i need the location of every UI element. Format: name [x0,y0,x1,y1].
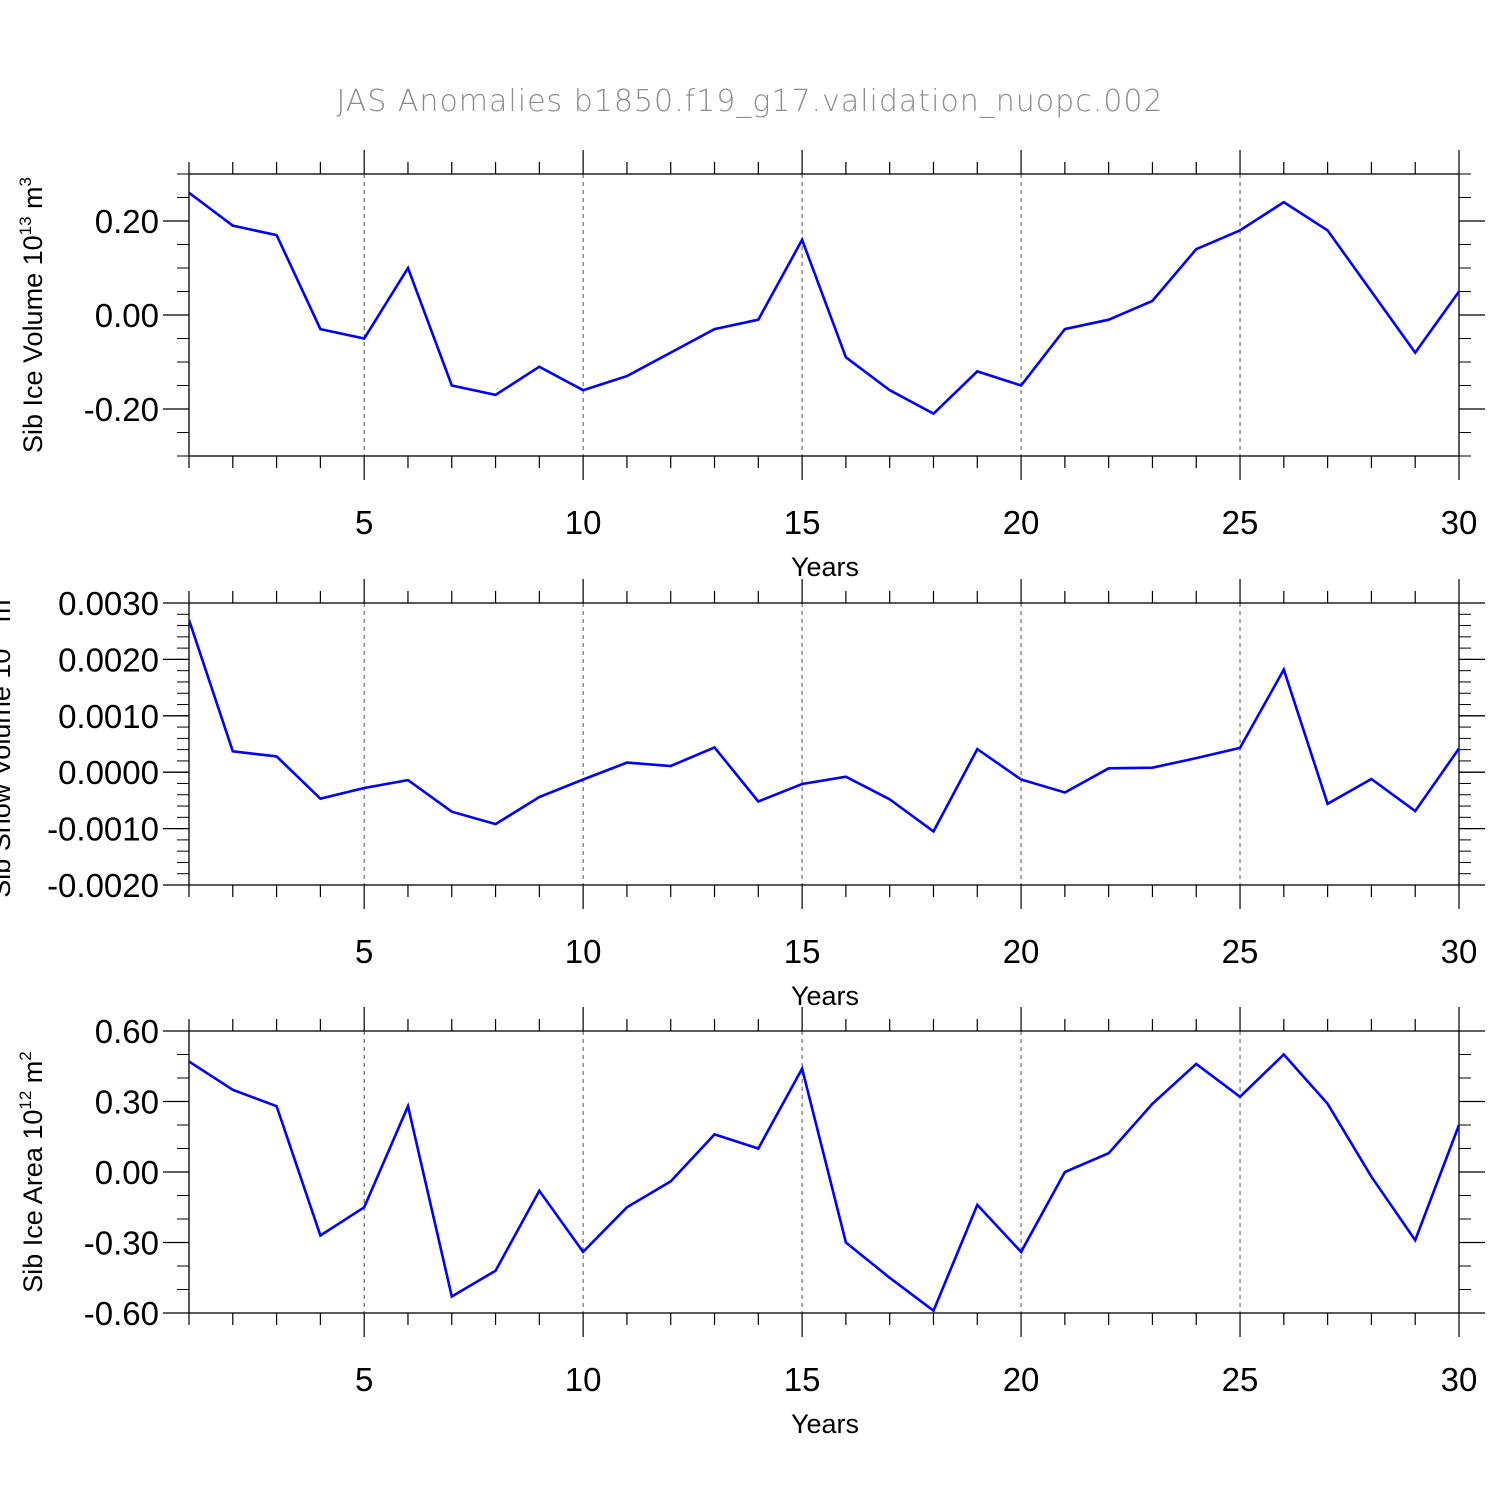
x-tick-label-25: 25 [1222,504,1259,541]
y-tick-label: 0.0000 [58,754,159,791]
y-tick-label: -0.30 [84,1225,159,1262]
x-tick-label-30: 30 [1441,504,1478,541]
series-line [189,191,1459,416]
y-tick-label: 0.00 [95,297,159,334]
x-tick-label-15: 15 [784,504,821,541]
y-axis-label: Sib Ice Volume 1013 m3 [16,177,48,453]
y-tick-label: 0.0020 [58,641,159,678]
x-tick-label-5: 5 [355,504,373,541]
x-tick-label-10: 10 [565,933,602,970]
series-line [189,619,1459,834]
y-tick-label: 0.0030 [58,585,159,622]
y-axis-label: Sib Snow Volume 1013 m3 [0,590,16,898]
x-tick-label-30: 30 [1441,933,1478,970]
x-tick-label-20: 20 [1003,933,1040,970]
y-tick-label: -0.60 [84,1295,159,1332]
x-tick-label-10: 10 [565,1361,602,1398]
chart-panel-3: -0.60 -0.30 0.00 0.30 0.60 5 10 15 20 25 30 Years Si… [16,1007,1485,1439]
x-tick-label-20: 20 [1003,504,1040,541]
y-axis-label: Sib Ice Area 1012 m2 [16,1051,48,1293]
panels: -0.20 0.00 0.20 5 10 15 20 25 30 Years Sib Ice Vol… [0,150,1485,1439]
plot-frame [188,602,1460,886]
x-axis-label: Years [791,1409,859,1439]
figure-title: JAS Anomalies b1850.f19_g17.validation_n… [336,84,1163,119]
x-tick-label-5: 5 [355,1361,373,1398]
x-tick-label-25: 25 [1222,933,1259,970]
y-tick-label: 0.20 [95,203,159,240]
x-axis-label: Years [791,552,859,582]
chart-panel-1: -0.20 0.00 0.20 5 10 15 20 25 30 Years Sib Ice Vol… [16,150,1485,582]
y-tick-label: 0.30 [95,1084,159,1121]
x-tick-label-15: 15 [784,1361,821,1398]
y-tick-label: -0.0020 [47,867,159,904]
x-tick-label-30: 30 [1441,1361,1478,1398]
x-axis-label: Years [791,981,859,1011]
y-tick-label: 0.0010 [58,698,159,735]
series-line [189,1052,1459,1313]
x-tick-label-20: 20 [1003,1361,1040,1398]
y-tick-label: 0.00 [95,1154,159,1191]
y-tick-label: 0.60 [95,1013,159,1050]
chart-panel-2: -0.0020 -0.0010 0.0000 0.0010 0.0020 0.0030 5 1… [0,579,1485,1011]
x-tick-label-10: 10 [565,504,602,541]
y-tick-label: -0.0010 [47,811,159,848]
x-tick-label-25: 25 [1222,1361,1259,1398]
x-tick-label-5: 5 [355,933,373,970]
y-tick-label: -0.20 [84,391,159,428]
x-tick-label-15: 15 [784,933,821,970]
